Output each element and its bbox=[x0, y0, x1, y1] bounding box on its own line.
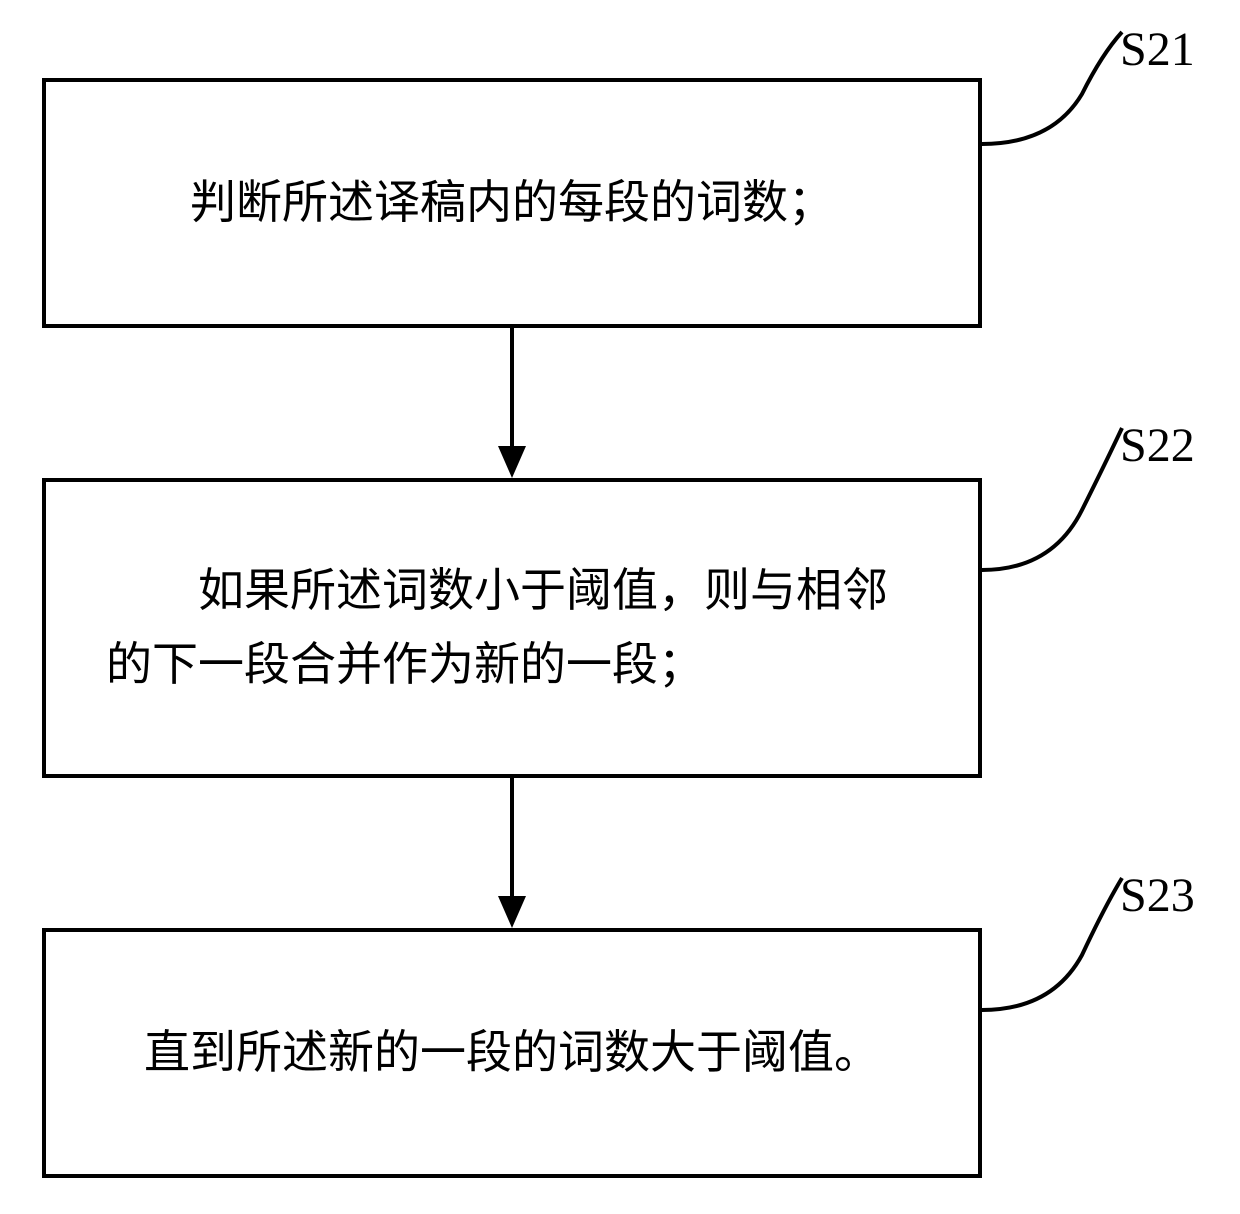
flow-edge bbox=[492, 328, 532, 478]
callout-curve bbox=[982, 24, 1142, 174]
flow-node-text: 直到所述新的一段的词数大于阈值。 bbox=[106, 1016, 918, 1090]
callout-curve bbox=[982, 870, 1142, 1040]
flow-node-text: 判断所述译稿内的每段的词数； bbox=[106, 166, 918, 240]
step-label-s23: S23 bbox=[1120, 868, 1195, 923]
flow-node-s23: 直到所述新的一段的词数大于阈值。 bbox=[42, 928, 982, 1178]
flow-node-text: 如果所述词数小于阈值，则与相邻的下一段合并作为新的一段； bbox=[106, 554, 918, 701]
flow-node-s21: 判断所述译稿内的每段的词数； bbox=[42, 78, 982, 328]
step-label-s21: S21 bbox=[1120, 22, 1195, 77]
callout-curve bbox=[982, 420, 1142, 600]
flow-node-s22: 如果所述词数小于阈值，则与相邻的下一段合并作为新的一段； bbox=[42, 478, 982, 778]
flowchart-canvas: 判断所述译稿内的每段的词数； S21 如果所述词数小于阈值，则与相邻的下一段合并… bbox=[0, 0, 1240, 1214]
step-label-s22: S22 bbox=[1120, 418, 1195, 473]
flow-edge bbox=[492, 778, 532, 928]
